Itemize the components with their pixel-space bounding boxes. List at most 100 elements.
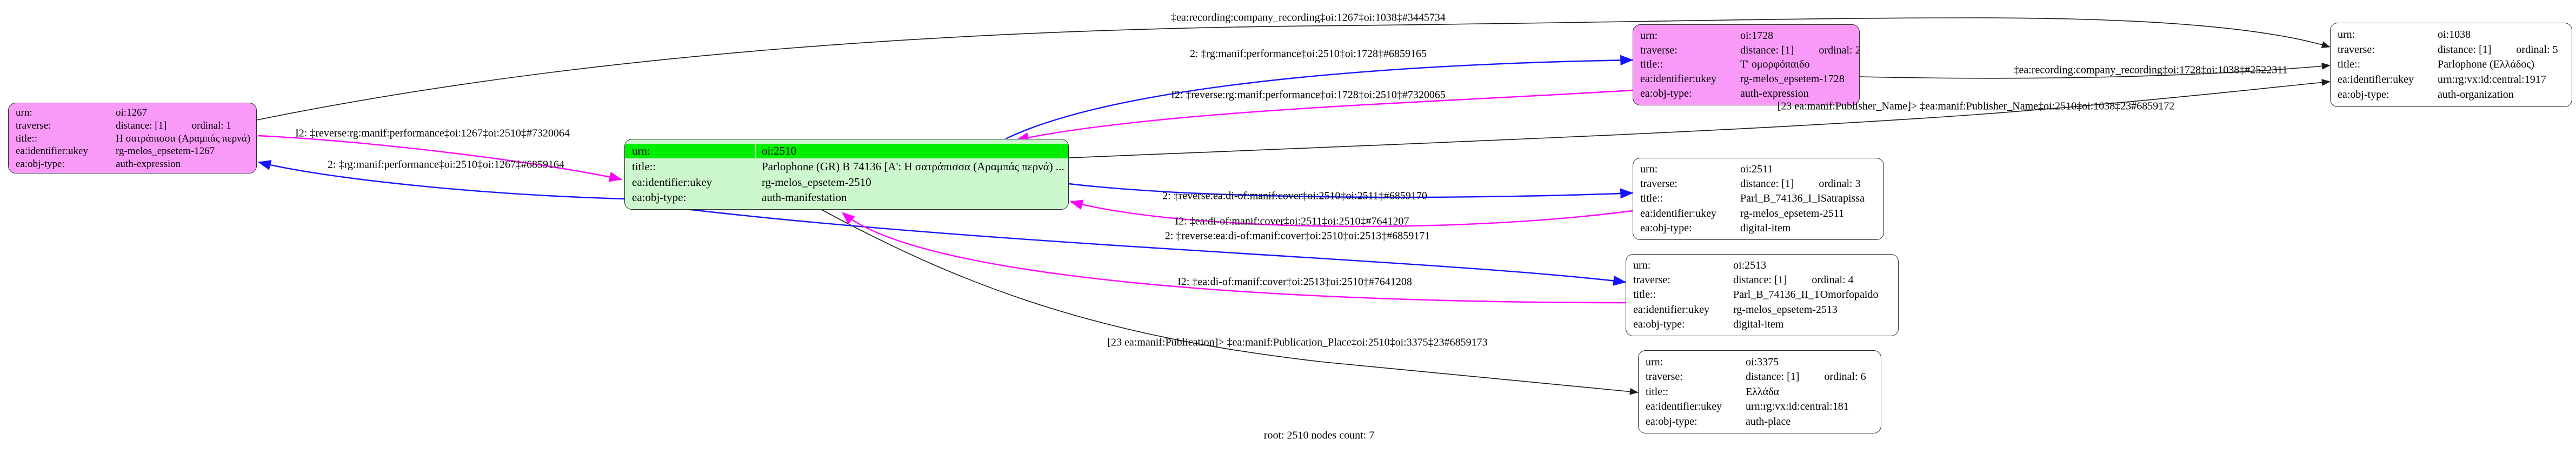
node-oi-2513[interactable]: urn: oi:2513 traverse: distance: [1] ordina… <box>1626 254 1899 336</box>
node-row: traverse: distance: [1] ordinal: 2 <box>1633 44 1859 57</box>
field-value: distance: [1] <box>1740 178 1794 190</box>
field-value: auth-organization <box>2438 89 2514 101</box>
field-key: traverse: <box>1633 274 1670 286</box>
field-value-ordinal: ordinal: 2 <box>1819 44 1860 56</box>
field-value: Η σατράπισσα (Αραμπάς περνά) <box>116 132 251 144</box>
edge-label-reverse-cover-2510-2513: 2: ‡reverse:ea:di-of:manif:cover‡oi:2510… <box>1164 230 1430 242</box>
field-value: Parl_B_74136_II_TOmorfopaido <box>1733 289 1879 301</box>
node-row: traverse: distance: [1] ordinal: 3 <box>1633 177 1883 191</box>
edge-label-publication-place-2510-3375: [23 ea:manif:Publication]> ‡ea:manif:Pub… <box>1107 336 1488 349</box>
edge-label-reverse-cover-2510-2511: 2: ‡reverse:ea:di-of:manif:cover‡oi:2510… <box>1162 190 1427 202</box>
field-value: oi:2513 <box>1733 259 1767 272</box>
field-key: ea:obj-type: <box>1640 222 1692 234</box>
edge-label-cover-2511-2510: I2: ‡ea:di-of:manif:cover‡oi:2511‡oi:251… <box>1175 215 1409 228</box>
edge-oi2510-oi1728 <box>1005 55 1634 140</box>
field-value: rg-melos_epsetem-2513 <box>1733 303 1838 316</box>
field-key: urn: <box>1633 259 1651 272</box>
node-row: urn: oi:1267 <box>9 106 256 119</box>
edge-label-company-recording-1728-1038: ‡ea:recording:company_recording‡oi:1728‡… <box>2013 64 2288 76</box>
field-key: urn: <box>1646 356 1663 368</box>
field-value: Ελλάδα <box>1746 385 1779 398</box>
field-value: auth-place <box>1746 415 1791 428</box>
node-row: urn: oi:1038 <box>2331 28 2572 42</box>
edge-label-performance-2510-1728: 2: ‡rg:manif:performance‡oi:2510‡oi:1728… <box>1190 48 1427 60</box>
edge-oi2510-oi2511 <box>1068 183 1634 199</box>
node-oi-2511[interactable]: urn: oi:2511 traverse: distance: [1] ordina… <box>1633 158 1884 240</box>
field-key: urn: <box>2338 28 2355 41</box>
edge-oi2513-oi2510 <box>842 212 1626 304</box>
field-key: ea:obj-type: <box>1646 415 1698 428</box>
field-value: urn:rg:vx:id:central:181 <box>1746 400 1849 412</box>
edge-label-company-recording-1267-1038: ‡ea:recording:company_recording‡oi:1267‡… <box>1171 11 1446 24</box>
node-row: ea:identifier:ukey rg-melos_epsetem-1267 <box>9 145 256 158</box>
node-row: title:: Τ' ομορφόπαιδο <box>1633 58 1859 71</box>
field-key: ea:identifier:ukey <box>2338 74 2414 86</box>
field-value: oi:1728 <box>1740 29 1774 42</box>
footer-note: root: 2510 nodes count: 7 <box>1263 429 1375 442</box>
edge-label-reverse-performance-1728-2510: I2: ‡reverse:rg:manif:performance‡oi:172… <box>1171 89 1446 101</box>
field-key: title:: <box>632 160 656 173</box>
edge-label-performance-2510-1267: 2: ‡rg:manif:performance‡oi:2510‡oi:1267… <box>328 158 564 171</box>
field-key: ea:identifier:ukey <box>1640 73 1717 85</box>
node-row: title:: Parlophone (GR) B 74136 [Α': Η σα… <box>625 159 1068 173</box>
edge-oi1728-oi2510 <box>1015 89 1633 143</box>
field-value-ordinal: ordinal: 4 <box>1812 274 1854 286</box>
field-key: ea:identifier:ukey <box>1646 400 1722 412</box>
node-oi-3375[interactable]: urn: oi:3375 traverse: distance: [1] ordina… <box>1638 350 1881 433</box>
field-key: ea:obj-type: <box>16 158 65 170</box>
field-value-ordinal: ordinal: 3 <box>1819 178 1861 190</box>
field-value: rg-melos_epsetem-2511 <box>1740 207 1845 219</box>
field-key: ea:obj-type: <box>1640 88 1692 100</box>
node-row: ea:identifier:ukey rg-melos_epsetem-1728 <box>1633 72 1859 86</box>
edge-label-reverse-performance-1267-2510: I2: ‡reverse:rg:manif:performance‡oi:126… <box>295 127 570 139</box>
edge-oi2510-oi1038 <box>1068 79 2331 158</box>
edge-oi1728-oi1038 <box>1859 62 2331 79</box>
node-oi-2510-root[interactable]: urn: oi:2510 title:: Parlophone (GR) B 741… <box>624 139 1069 210</box>
field-value: Parlophone (Ελλάδος) <box>2438 58 2534 71</box>
node-row: ea:obj-type: digital-item <box>1633 222 1883 235</box>
node-row: urn: oi:2513 <box>1626 259 1898 272</box>
field-value: rg-melos_epsetem-1267 <box>116 145 215 157</box>
field-key: traverse: <box>1640 178 1678 190</box>
node-row: ea:identifier:ukey rg-melos_epsetem-2511 <box>1633 207 1883 221</box>
node-row: ea:obj-type: auth-expression <box>1633 87 1859 101</box>
field-key: ea:identifier:ukey <box>1633 303 1710 316</box>
field-key: urn: <box>16 107 32 118</box>
edge-oi1267-oi2510 <box>257 135 623 182</box>
field-key: traverse: <box>1646 371 1683 383</box>
field-value: oi:1038 <box>2438 28 2471 41</box>
field-value: Τ' ομορφόπαιδο <box>1740 58 1810 71</box>
field-value: distance: [1] <box>1740 44 1794 56</box>
node-oi-1728[interactable]: urn: oi:1728 traverse: distance: [1] ordina… <box>1633 24 1860 105</box>
field-value: oi:1267 <box>116 107 148 118</box>
node-row-highlighted: urn: oi:2510 <box>625 144 1068 158</box>
field-key: ea:identifier:ukey <box>16 145 88 157</box>
edge-label-cover-2513-2510: I2: ‡ea:di-of:manif:cover‡oi:2513‡oi:251… <box>1177 276 1412 288</box>
node-oi-1267[interactable]: urn: oi:1267 traverse: distance: [1] ordina… <box>8 103 257 173</box>
node-oi-1038[interactable]: urn: oi:1038 traverse: distance: [1] ordina… <box>2330 23 2572 107</box>
field-key: urn: <box>1640 29 1658 42</box>
field-value: distance: [1] <box>2438 43 2492 56</box>
field-key: title:: <box>1633 289 1656 301</box>
node-row: urn: oi:2511 <box>1633 163 1883 176</box>
node-row: traverse: distance: [1] ordinal: 5 <box>2331 43 2572 57</box>
field-key: urn: <box>625 144 755 158</box>
node-row: title:: Parlophone (Ελλάδος) <box>2331 58 2572 71</box>
field-key: title:: <box>1646 385 1669 398</box>
field-value: auth-expression <box>1740 88 1809 100</box>
field-value-ordinal: ordinal: 5 <box>2516 43 2558 56</box>
node-row: title:: Parl_B_74136_II_TOmorfopaido <box>1626 288 1898 302</box>
field-key: ea:obj-type: <box>632 191 687 204</box>
node-row: title:: Ελλάδα <box>1639 385 1881 399</box>
edge-oi1267-oi1038 <box>256 17 2331 121</box>
edge-label-publisher-name-2510-1038: [23 ea:manif:Publisher_Name]> ‡ea:manif:… <box>1777 100 2175 112</box>
field-value: Parlophone (GR) B 74136 [Α': Η σατράπισσ… <box>762 160 1064 173</box>
edge-oi2511-oi2510 <box>1069 199 1633 228</box>
field-value: rg-melos_epsetem-2510 <box>762 175 871 189</box>
node-row: ea:obj-type: auth-place <box>1639 415 1881 429</box>
field-value: digital-item <box>1733 318 1784 330</box>
field-key: title:: <box>1640 192 1663 205</box>
node-row: title:: Parl_B_74136_I_ISatrapissa <box>1633 192 1883 205</box>
